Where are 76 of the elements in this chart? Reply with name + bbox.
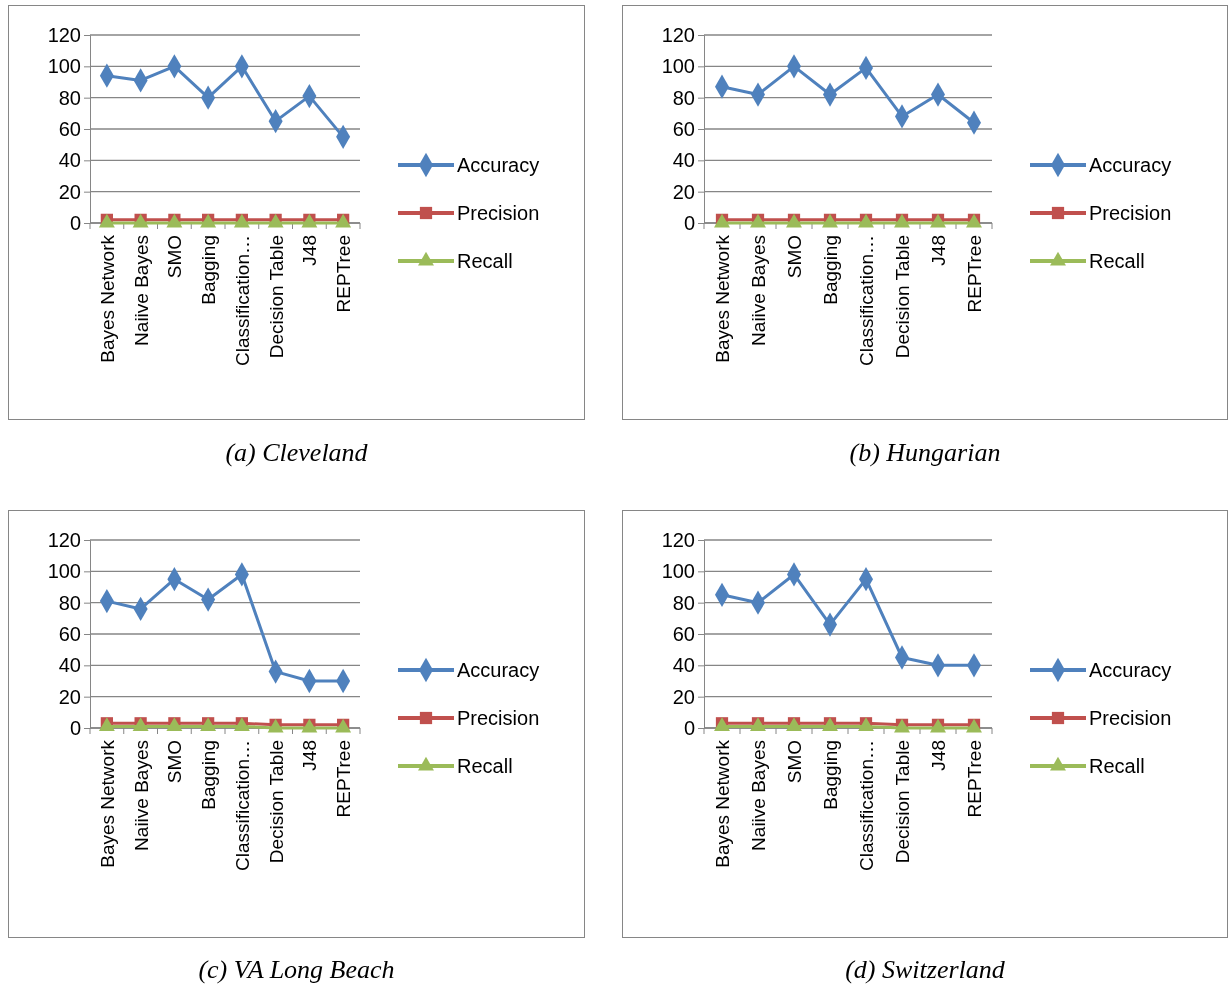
x-tick-label: Classification… (231, 235, 253, 366)
y-tick-label: 80 (672, 591, 695, 614)
x-tick-label: Bagging (198, 740, 220, 810)
y-tick-label: 60 (672, 622, 695, 645)
x-tick-label: Classification… (856, 235, 877, 366)
x-tick-label: Bagging (198, 235, 220, 305)
legend-label: Recall (457, 250, 513, 272)
x-tick-label: Naiive Bayes (748, 740, 769, 851)
y-tick-label: 0 (683, 716, 695, 739)
y-tick-label: 60 (672, 117, 695, 140)
x-tick-label: REPTree (333, 740, 355, 818)
legend-label: Precision (457, 202, 540, 224)
y-tick-label: 20 (672, 685, 695, 708)
y-tick-label: 60 (58, 622, 81, 645)
x-tick-label: SMO (164, 740, 186, 784)
x-tick-label: Bagging (820, 740, 841, 810)
y-tick-label: 20 (672, 180, 695, 203)
x-tick-label: J48 (928, 740, 949, 771)
y-tick-label: 120 (661, 528, 695, 551)
x-tick-label: Naiive Bayes (130, 740, 152, 851)
legend-label: Accuracy (457, 154, 540, 176)
y-tick-label: 120 (661, 23, 695, 46)
x-tick-label: Classification… (856, 740, 877, 871)
legend-label: Accuracy (1089, 659, 1172, 681)
text: (b) Hungarian (848, 438, 1002, 468)
x-tick-label: J48 (299, 235, 321, 266)
x-tick-label: J48 (928, 235, 949, 266)
y-tick-label: 100 (661, 560, 695, 583)
x-tick-label: SMO (164, 235, 186, 279)
text: (a) Cleveland (224, 438, 369, 468)
y-tick-label: 100 (661, 55, 695, 78)
x-tick-label: Bayes Network (96, 739, 118, 868)
y-tick-label: 100 (47, 55, 81, 78)
y-tick-label: 0 (69, 716, 81, 739)
y-tick-label: 20 (58, 180, 81, 203)
legend-label: Recall (1089, 755, 1145, 777)
x-tick-label: Decision Table (265, 235, 287, 359)
x-tick-label: Bagging (820, 235, 841, 305)
legend-label: Precision (1089, 202, 1172, 224)
y-tick-label: 0 (683, 211, 695, 234)
y-tick-label: 40 (672, 654, 695, 677)
legend-label: Accuracy (457, 659, 540, 681)
text: (d) Switzerland (844, 955, 1006, 985)
x-tick-label: Bayes Network (96, 234, 118, 363)
y-tick-label: 100 (47, 560, 81, 583)
x-tick-label: REPTree (333, 235, 355, 313)
legend-label: Recall (1089, 250, 1145, 272)
x-tick-label: SMO (784, 740, 805, 784)
y-tick-label: 20 (58, 685, 81, 708)
y-tick-label: 120 (47, 528, 81, 551)
y-tick-label: 0 (69, 211, 81, 234)
y-tick-label: 80 (58, 86, 81, 109)
y-tick-label: 40 (58, 149, 81, 172)
x-tick-label: Naiive Bayes (130, 235, 152, 346)
x-tick-label: Decision Table (265, 740, 287, 864)
x-tick-label: Classification… (231, 740, 253, 871)
y-tick-label: 120 (47, 23, 81, 46)
y-tick-label: 40 (58, 654, 81, 677)
legend-label: Accuracy (1089, 154, 1172, 176)
legend-label: Precision (1089, 707, 1172, 729)
x-tick-label: Decision Table (892, 740, 913, 864)
x-tick-label: REPTree (964, 740, 985, 818)
x-tick-label: Naiive Bayes (748, 235, 769, 346)
y-tick-label: 80 (672, 86, 695, 109)
legend-label: Precision (457, 707, 540, 729)
x-tick-label: J48 (299, 740, 321, 771)
y-tick-label: 80 (58, 591, 81, 614)
x-tick-label: SMO (784, 235, 805, 279)
x-tick-label: Bayes Network (712, 739, 733, 868)
x-tick-label: Bayes Network (712, 234, 733, 363)
text: (c) VA Long Beach (197, 955, 396, 985)
x-tick-label: Decision Table (892, 235, 913, 359)
x-tick-label: REPTree (964, 235, 985, 313)
y-tick-label: 40 (672, 149, 695, 172)
legend-label: Recall (457, 755, 513, 777)
y-tick-label: 60 (58, 117, 81, 140)
